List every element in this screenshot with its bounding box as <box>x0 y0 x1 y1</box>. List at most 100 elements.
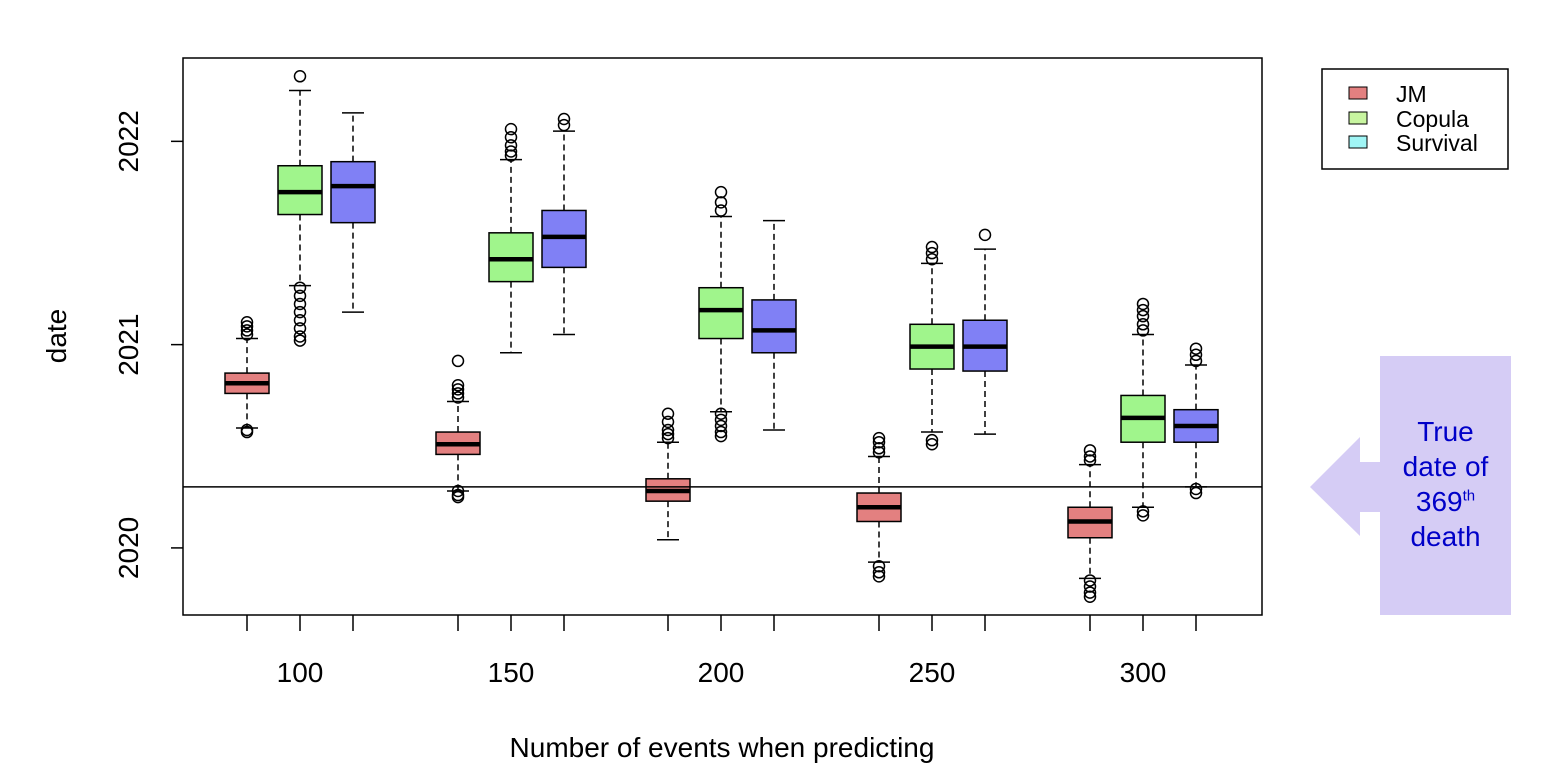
outlier-point-copula <box>293 334 307 347</box>
outlier-point-survival <box>557 112 571 126</box>
plot-frame <box>182 57 1263 616</box>
x-tick-label: 250 <box>909 657 956 688</box>
outlier-point-copula <box>714 419 728 433</box>
outlier-point-jm <box>1083 580 1097 593</box>
box-survival <box>751 299 797 354</box>
outlier-point-copula <box>714 196 728 209</box>
outlier-point-copula <box>504 139 518 152</box>
outlier-point-copula <box>293 330 307 343</box>
outlier-point-survival <box>1189 354 1203 368</box>
callout-line-4: death <box>1410 521 1481 552</box>
legend-swatch-copula <box>1348 111 1368 125</box>
outlier-point-copula <box>714 407 728 420</box>
outlier-point-copula <box>1136 318 1150 331</box>
legend: JM Copula Survival <box>1321 68 1509 170</box>
outlier-point-copula <box>925 253 939 266</box>
y-tick-label: 2022 <box>113 110 144 172</box>
outlier-point-jm <box>451 490 465 504</box>
outlier-point-jm <box>240 316 254 329</box>
outlier-point-jm <box>661 427 675 441</box>
callout-ordinal-suffix: th <box>1462 487 1476 505</box>
callout-line-2: date of <box>1402 451 1489 482</box>
outlier-point-copula <box>1136 324 1150 337</box>
outlier-point-jm <box>240 328 254 341</box>
outlier-point-jm <box>1083 444 1097 457</box>
outlier-point-jm <box>451 379 465 392</box>
outlier-point-survival <box>1189 342 1203 355</box>
legend-label-jm: JM <box>1396 81 1427 107</box>
outlier-point-copula <box>714 425 728 439</box>
outlier-point-jm <box>451 484 465 498</box>
callout-ordinal: 369 <box>1415 486 1463 517</box>
outlier-point-jm <box>1083 586 1097 599</box>
x-tick-label: 150 <box>488 657 535 688</box>
outlier-point-jm <box>1083 454 1097 467</box>
outlier-point-copula <box>925 433 939 447</box>
outlier-point-jm <box>451 387 465 400</box>
outlier-point-jm <box>1083 450 1097 463</box>
x-tick-label: 200 <box>698 657 745 688</box>
outlier-point-jm <box>872 570 886 583</box>
outlier-point-copula <box>1136 303 1150 317</box>
outlier-point-copula <box>925 240 939 254</box>
outlier-point-survival <box>978 228 992 242</box>
box-survival <box>330 160 376 224</box>
outlier-point-copula <box>714 204 728 217</box>
outlier-point-copula <box>293 322 307 335</box>
outlier-point-jm <box>240 324 254 337</box>
callout-line-1: True <box>1417 416 1474 447</box>
true-date-callout-box <box>1380 356 1511 615</box>
outlier-point-copula <box>293 289 307 303</box>
outlier-point-survival <box>557 118 571 132</box>
outlier-point-jm <box>451 391 465 404</box>
outlier-point-jm <box>872 446 886 459</box>
legend-label-copula: Copula <box>1396 106 1469 132</box>
x-tick-label: 100 <box>277 657 324 688</box>
outlier-point-copula <box>1136 309 1150 323</box>
callout-arrow-shaft <box>1358 462 1382 512</box>
outlier-point-copula <box>925 437 939 451</box>
outlier-point-jm <box>661 431 675 445</box>
outlier-point-jm <box>661 423 675 437</box>
outlier-point-copula <box>1136 509 1150 522</box>
y-tick-label: 2021 <box>113 313 144 375</box>
outlier-point-copula <box>504 122 518 136</box>
legend-swatch-survival <box>1348 135 1368 149</box>
outlier-point-copula <box>293 297 307 311</box>
callout-arrow-head <box>1310 437 1360 536</box>
outlier-point-jm <box>1083 590 1097 603</box>
x-tick-label: 300 <box>1120 657 1167 688</box>
box-copula <box>698 286 744 340</box>
outlier-point-copula <box>504 145 518 158</box>
outlier-point-copula <box>714 185 728 199</box>
outlier-point-jm <box>1083 574 1097 587</box>
outlier-point-survival <box>1189 482 1203 496</box>
outlier-point-copula <box>293 305 307 319</box>
outlier-point-jm <box>240 320 254 333</box>
outlier-point-jm <box>872 442 886 455</box>
outlier-point-jm <box>451 383 465 396</box>
x-axis-label: Number of events when predicting <box>510 732 935 763</box>
outlier-point-jm <box>661 415 675 429</box>
outlier-point-copula <box>714 429 728 443</box>
outlier-point-copula <box>714 413 728 427</box>
outlier-point-survival <box>1189 348 1203 362</box>
legend-swatch-jm <box>1348 86 1368 100</box>
outlier-point-jm <box>240 425 254 439</box>
outlier-point-jm <box>872 559 886 573</box>
outlier-point-jm <box>872 435 886 449</box>
outlier-point-copula <box>1136 505 1150 518</box>
outlier-point-copula <box>925 246 939 260</box>
outlier-point-copula <box>293 281 307 294</box>
outlier-point-copula <box>504 131 518 144</box>
outlier-point-copula <box>293 313 307 327</box>
callout-line-3: 369th <box>1380 484 1511 519</box>
y-tick-label: 2020 <box>113 517 144 579</box>
y-axis-label: date <box>41 309 72 364</box>
outlier-point-jm <box>451 354 465 368</box>
outlier-point-jm <box>872 431 886 445</box>
outlier-point-jm <box>661 407 675 420</box>
outlier-point-copula <box>504 149 518 162</box>
outlier-point-copula <box>1136 297 1150 311</box>
